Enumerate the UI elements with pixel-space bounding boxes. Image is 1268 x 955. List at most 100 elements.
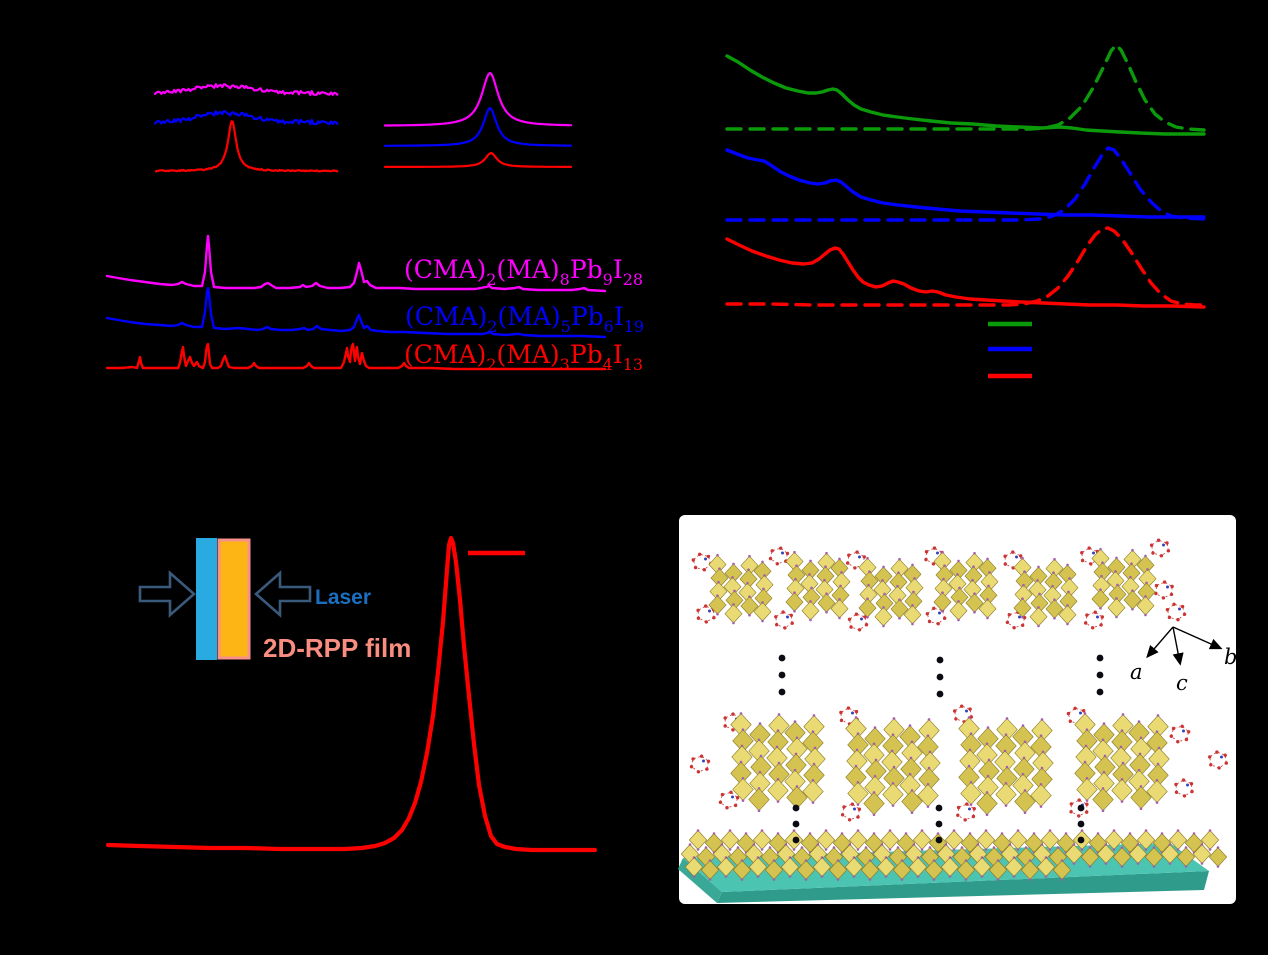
molecule-atom bbox=[956, 813, 960, 817]
vertex-atom bbox=[1130, 562, 1133, 565]
vertex-atom bbox=[868, 570, 871, 573]
vertex-atom bbox=[762, 587, 765, 591]
vertex-atom bbox=[1085, 728, 1089, 731]
panel-a-formula-labels: (CMA)2(MA)8Pb9I28 (CMA)2(MA)5Pb6I19 (CMA)2… bbox=[404, 255, 644, 374]
vertex-atom bbox=[748, 613, 751, 617]
vertex-atom bbox=[804, 859, 808, 862]
ellipsis-dot bbox=[778, 688, 786, 696]
vertex-atom bbox=[1060, 859, 1064, 862]
vertex-atom bbox=[986, 598, 989, 601]
vertex-atom bbox=[936, 832, 940, 835]
vertex-atom bbox=[1137, 768, 1141, 772]
molecule-atom bbox=[1069, 810, 1073, 814]
ellipsis-dot bbox=[1077, 836, 1085, 844]
vertex-atom bbox=[716, 594, 719, 597]
molecule-atom bbox=[1215, 750, 1219, 754]
panel-b-abs-pl-curves bbox=[725, 43, 1206, 309]
molecule-atom bbox=[1159, 554, 1164, 558]
molecule-atom bbox=[1082, 709, 1086, 713]
molecule-atom bbox=[720, 792, 725, 797]
vertex-atom bbox=[920, 848, 924, 851]
vertex-atom bbox=[1080, 829, 1084, 832]
molecule-atom bbox=[691, 558, 695, 562]
vertex-atom bbox=[838, 616, 841, 620]
nitrogen-atom bbox=[1015, 555, 1018, 559]
vertex-atom bbox=[932, 859, 936, 862]
ellipsis-dot bbox=[936, 673, 944, 681]
vertex-atom bbox=[911, 563, 914, 567]
vertex-atom bbox=[1067, 590, 1070, 594]
vertex-atom bbox=[900, 878, 904, 881]
vertex-atom bbox=[943, 564, 946, 567]
vertex-atom bbox=[1066, 563, 1069, 567]
vertex-atom bbox=[795, 564, 798, 567]
vertex-atom bbox=[776, 832, 780, 835]
ellipsis-dot bbox=[1077, 820, 1085, 828]
vertex-atom bbox=[948, 856, 952, 859]
vertex-atom bbox=[1012, 875, 1016, 878]
molecule-atom bbox=[704, 620, 708, 624]
vertex-atom bbox=[888, 829, 892, 832]
ellipsis-dot bbox=[1096, 688, 1104, 696]
vertex-atom bbox=[757, 738, 761, 742]
curve-abs-green bbox=[725, 54, 1206, 136]
panel-a-inset-noisy bbox=[153, 83, 339, 173]
vertex-atom bbox=[838, 557, 841, 561]
vertex-atom bbox=[888, 848, 892, 851]
vertex-atom bbox=[1152, 846, 1156, 849]
molecule-atom bbox=[1077, 814, 1081, 818]
vertex-atom bbox=[1216, 846, 1220, 849]
vertex-atom bbox=[866, 597, 869, 600]
axis-b-label: b bbox=[1224, 645, 1237, 669]
vertex-atom bbox=[718, 567, 721, 570]
vertex-atom bbox=[793, 609, 796, 613]
vertex-atom bbox=[1066, 622, 1069, 626]
nitrogen-atom bbox=[1186, 783, 1189, 787]
vertex-atom bbox=[848, 843, 852, 846]
vertex-atom bbox=[856, 803, 860, 806]
vertex-atom bbox=[1120, 865, 1124, 868]
vertex-atom bbox=[717, 580, 720, 584]
vertex-atom bbox=[996, 878, 1000, 881]
vertex-atom bbox=[928, 750, 932, 754]
vertex-atom bbox=[759, 754, 763, 758]
vertex-atom bbox=[732, 562, 735, 566]
vertex-atom bbox=[792, 848, 796, 851]
axis-b-arrow bbox=[1172, 626, 1223, 650]
vertex-atom bbox=[1208, 829, 1212, 832]
nitrogen-atom bbox=[851, 711, 854, 715]
vertex-atom bbox=[1028, 859, 1032, 862]
molecule-atom bbox=[839, 710, 843, 715]
vertex-atom bbox=[908, 772, 912, 776]
nitrogen-atom bbox=[708, 609, 711, 613]
vertex-atom bbox=[874, 758, 878, 762]
vertex-atom bbox=[811, 730, 815, 733]
vertex-atom bbox=[912, 843, 916, 846]
vertex-atom bbox=[912, 590, 915, 594]
vertex-atom bbox=[772, 878, 776, 881]
vertex-atom bbox=[1041, 750, 1045, 754]
ellipsis-dot bbox=[792, 836, 800, 844]
vertex-atom bbox=[898, 616, 901, 620]
vertex-atom bbox=[1139, 807, 1143, 810]
vertex-atom bbox=[1022, 583, 1025, 587]
vertex-atom bbox=[728, 848, 732, 851]
vertex-atom bbox=[724, 875, 728, 878]
vertex-atom bbox=[1024, 846, 1028, 849]
molecule-atom bbox=[1022, 615, 1027, 620]
substrate-front-face bbox=[717, 871, 1209, 903]
molecule-atom bbox=[775, 623, 779, 627]
vertex-atom bbox=[775, 745, 779, 749]
vertex-atom bbox=[1136, 862, 1140, 865]
molecule-atom bbox=[691, 757, 695, 761]
vertex-atom bbox=[792, 829, 796, 832]
vertex-atom bbox=[736, 846, 740, 849]
vertex-atom bbox=[1005, 717, 1009, 720]
vertex-atom bbox=[839, 584, 842, 588]
vertex-atom bbox=[957, 618, 960, 622]
vertex-atom bbox=[985, 791, 989, 794]
vertex-atom bbox=[761, 560, 764, 564]
vertex-atom bbox=[986, 616, 989, 620]
molecule-atom bbox=[1161, 596, 1166, 600]
vertex-atom bbox=[1066, 604, 1069, 607]
